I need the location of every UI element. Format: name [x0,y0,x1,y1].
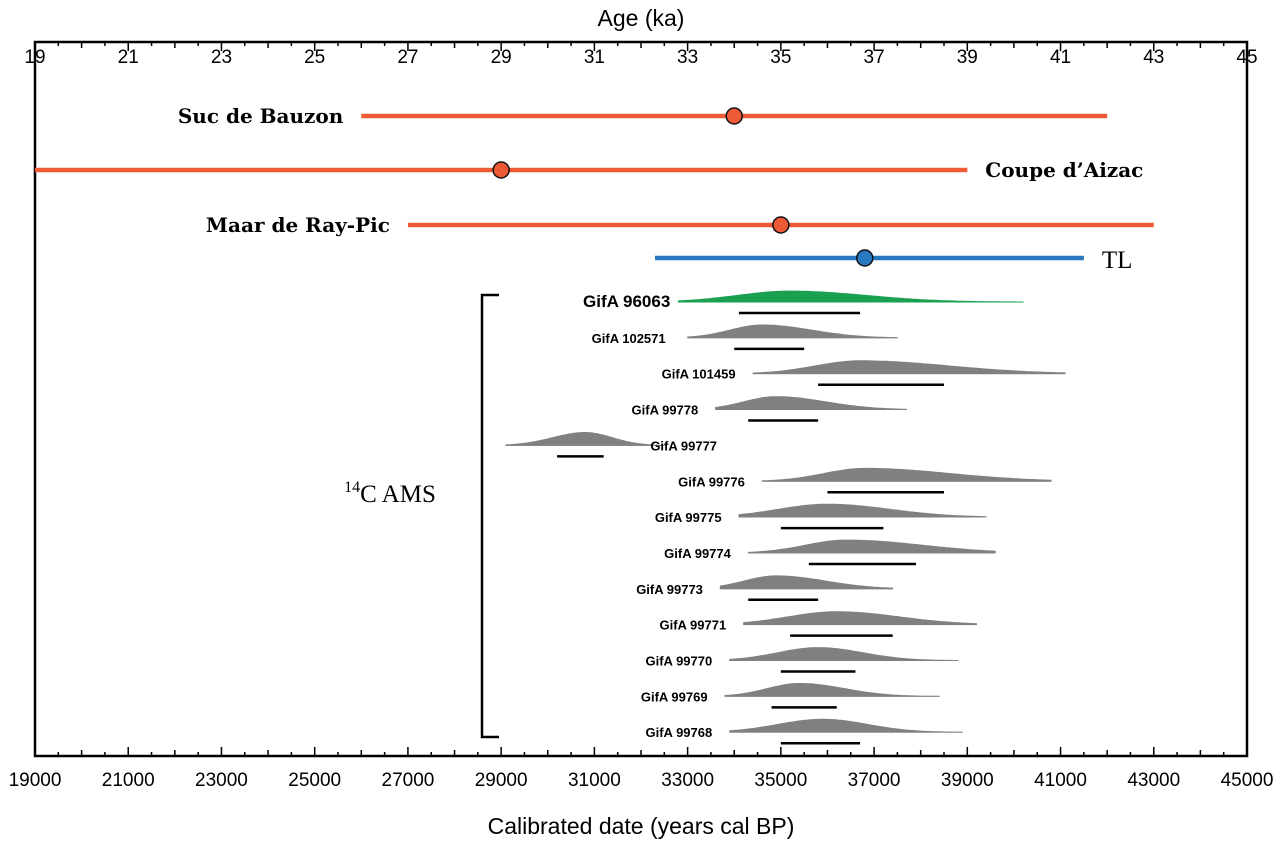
sample-label: GifA 99776 [678,474,745,489]
sample-density [724,683,940,697]
sample-density [747,539,996,554]
sample-density [677,290,1024,303]
top-tick-label: 43 [1143,47,1164,68]
sample-density [729,718,963,733]
bottom-tick-label: 37000 [848,770,901,791]
dated-sites: Suc de Bauzon Coupe d’Aizac Maar de Ray-Pi… [35,104,1154,274]
bottom-tick-label: 41000 [1034,770,1087,791]
ams-group-label: 14C AMS [344,479,436,508]
bottom-axis: 19000 21000 23000 25000 27000 29000 31000 33000… [9,747,1274,791]
sample-label: GifA 96063 [583,292,670,311]
sample-label: GifA 99777 [650,438,717,453]
sample-label: GifA 99774 [664,546,731,561]
site-label: Suc de Bauzon [178,104,344,128]
sample-label: GifA 99771 [659,618,726,633]
sample-density [715,396,908,410]
top-tick-label: 19 [24,47,45,68]
sample-density [719,575,894,590]
sample-label: GifA 99769 [641,689,708,704]
ams-superscript: 14 [344,479,360,496]
sample-density [752,360,1066,375]
bottom-tick-label: 21000 [102,770,155,791]
top-axis: 19 21 23 25 27 29 31 33 35 37 39 41 43 45 [24,42,1258,68]
bottom-tick-label: 43000 [1127,770,1180,791]
bottom-tick-label: 25000 [288,770,341,791]
bottom-tick-label: 35000 [754,770,807,791]
bottom-tick-label: 45000 [1221,770,1274,791]
sample-label: GifA 99773 [636,582,703,597]
bottom-tick-label: 19000 [9,770,62,791]
sample-density [729,647,959,661]
top-tick-label: 45 [1236,47,1257,68]
top-tick-label: 33 [677,47,698,68]
bottom-tick-label: 31000 [568,770,621,791]
ams-text: C AMS [360,481,436,508]
top-tick-label: 39 [957,47,978,68]
sample-density [738,503,987,518]
bottom-tick-label: 29000 [475,770,528,791]
ams-bracket [480,293,499,739]
site-point [856,249,874,267]
top-tick-label: 35 [770,47,791,68]
site-point [492,161,510,179]
sample-label: GifA 101459 [662,367,736,382]
site-point [772,216,790,234]
sample-density [505,432,665,446]
bottom-tick-label: 27000 [382,770,435,791]
bottom-tick-label: 33000 [661,770,714,791]
top-tick-label: 21 [118,47,139,68]
ams-samples: GifA 96063 GifA 102571 GifA 101459 GifA 997… [505,290,1066,745]
top-tick-label: 41 [1050,47,1071,68]
bottom-tick-label: 39000 [941,770,994,791]
top-tick-label: 23 [211,47,232,68]
sample-density [743,611,977,626]
sample-density [761,467,1052,482]
sample-label: GifA 99768 [646,725,713,740]
top-axis-title: Age (ka) [598,5,685,31]
bracket-line [480,293,499,739]
site-label: Maar de Ray-Pic [206,213,390,237]
plot-frame [33,40,1249,758]
top-tick-label: 29 [491,47,512,68]
top-tick-label: 37 [864,47,885,68]
sample-label: GifA 102571 [592,331,666,346]
site-label: Coupe d’Aizac [985,158,1143,182]
sample-density [687,324,898,339]
top-tick-label: 27 [397,47,418,68]
bottom-tick-label: 23000 [195,770,248,791]
site-point [725,107,743,125]
site-label: TL [1102,247,1133,274]
sample-label: GifA 99778 [632,403,699,418]
sample-label: GifA 99770 [646,654,713,669]
top-tick-label: 25 [304,47,325,68]
sample-label: GifA 99775 [655,510,722,525]
top-tick-label: 31 [584,47,605,68]
bottom-axis-title: Calibrated date (years cal BP) [488,813,795,839]
